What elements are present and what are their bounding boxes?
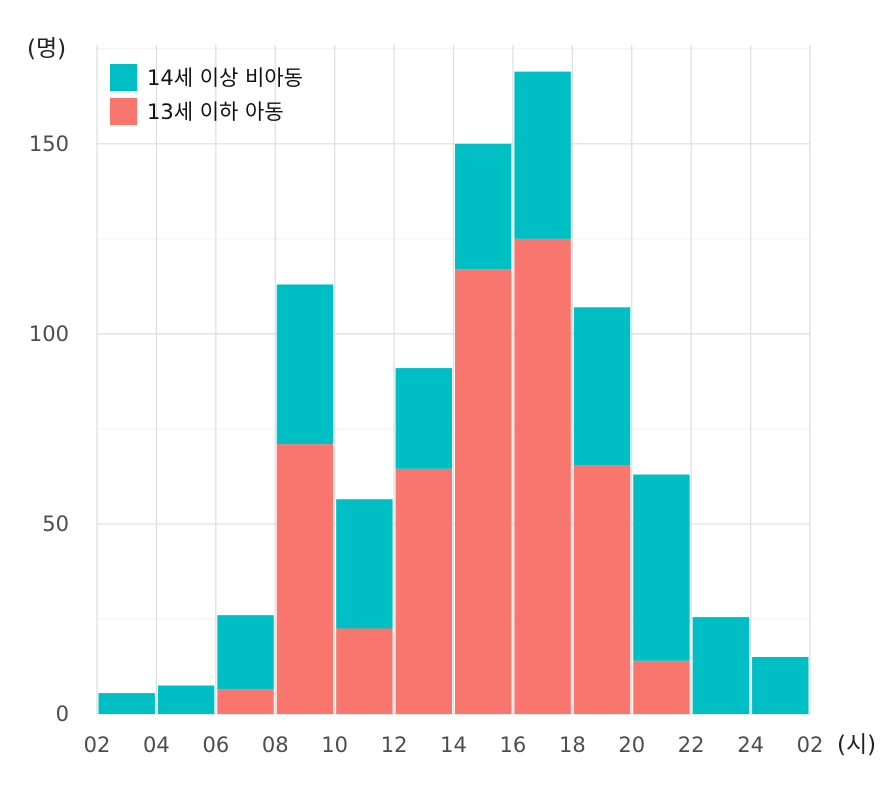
axis-labels: 0 50 100 150 02 04 06 08 10 12 14 16 18 20 22 24 02 bbox=[29, 132, 823, 757]
bar-segment-non-child bbox=[692, 617, 750, 714]
bar-segment-non-child bbox=[98, 693, 155, 714]
x-tick-label: 22 bbox=[678, 733, 705, 757]
legend: 14세 이상 비아동 13세 이하 아동 bbox=[110, 64, 303, 125]
bar-segment-child bbox=[514, 238, 571, 714]
bar-segment-non-child bbox=[514, 71, 571, 239]
x-tick-label: 18 bbox=[559, 733, 586, 757]
x-tick-label: 12 bbox=[381, 733, 408, 757]
grid-lines bbox=[96, 45, 811, 715]
x-tick-label: 14 bbox=[440, 733, 467, 757]
y-tick-label: 100 bbox=[29, 322, 69, 346]
bar-segment-non-child bbox=[752, 656, 809, 714]
bar-segment-non-child bbox=[573, 307, 631, 466]
bar-segment-child bbox=[633, 660, 690, 714]
bar-segment-non-child bbox=[633, 474, 690, 661]
legend-swatch bbox=[110, 64, 137, 91]
bar-segment-child bbox=[395, 468, 452, 714]
bar-segment-child bbox=[336, 628, 393, 714]
bar-segment-child bbox=[573, 465, 631, 714]
bar-segment-child bbox=[276, 444, 334, 714]
x-tick-label: 10 bbox=[321, 733, 348, 757]
x-tick-label: 20 bbox=[618, 733, 645, 757]
bar-segment-child bbox=[455, 269, 512, 714]
x-tick-label: 02 bbox=[84, 733, 111, 757]
bar-segment-child bbox=[217, 689, 274, 714]
x-tick-label: 24 bbox=[737, 733, 764, 757]
legend-label: 13세 이하 아동 bbox=[147, 100, 284, 124]
legend-label: 14세 이상 비아동 bbox=[147, 66, 303, 90]
bar-segment-non-child bbox=[276, 284, 334, 445]
legend-swatch bbox=[110, 98, 137, 125]
bars bbox=[98, 71, 809, 714]
x-tick-label: 02 bbox=[797, 733, 824, 757]
y-tick-label: 150 bbox=[29, 132, 69, 156]
bar-segment-non-child bbox=[336, 499, 393, 629]
y-tick-label: 50 bbox=[42, 512, 69, 536]
bar-segment-non-child bbox=[157, 685, 215, 714]
x-tick-label: 06 bbox=[202, 733, 229, 757]
x-axis-unit-label: (시) bbox=[837, 732, 876, 758]
y-axis-unit-label: (명) bbox=[27, 36, 66, 62]
x-tick-label: 08 bbox=[262, 733, 289, 757]
x-tick-label: 04 bbox=[143, 733, 170, 757]
bar-segment-non-child bbox=[217, 615, 274, 690]
y-tick-label: 0 bbox=[56, 702, 69, 726]
bar-segment-non-child bbox=[455, 143, 512, 270]
bar-segment-non-child bbox=[395, 368, 452, 469]
x-tick-label: 16 bbox=[500, 733, 527, 757]
